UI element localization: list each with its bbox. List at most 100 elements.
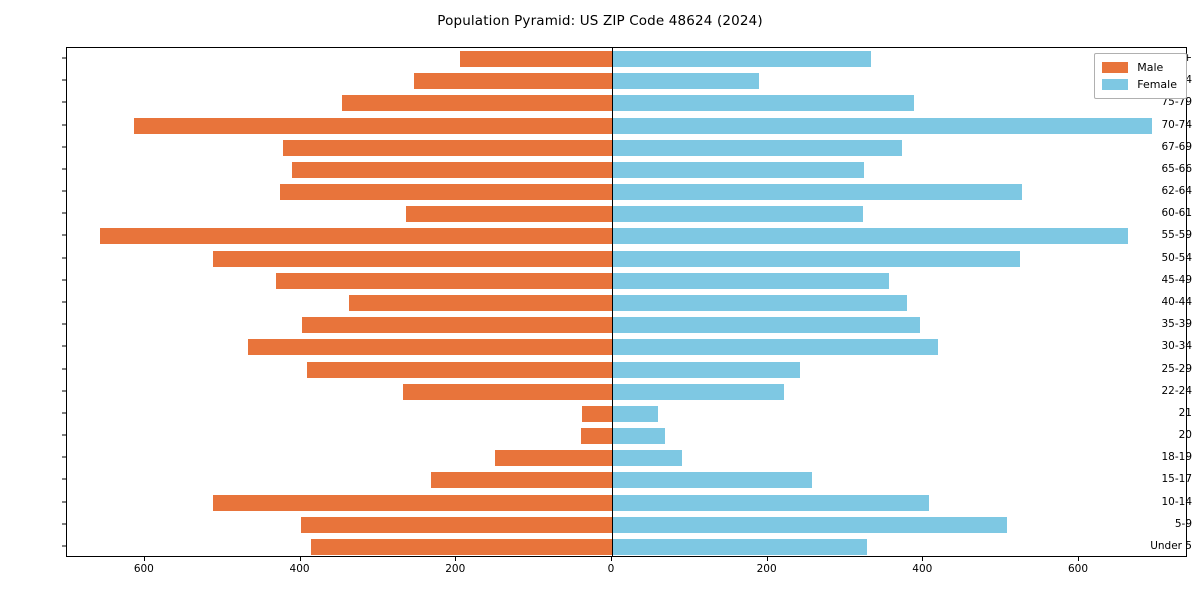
y-tick-mark [62, 57, 66, 59]
bar-male-35-39 [302, 317, 612, 334]
bar-female-85+ [611, 51, 872, 68]
bar-female-62-64 [611, 184, 1023, 201]
bar-female-18-19 [611, 450, 682, 467]
x-tick-label-1: 400 [289, 563, 310, 575]
y-tick-mark [62, 146, 66, 148]
y-tick-mark [62, 478, 66, 480]
bar-female-5-9 [611, 516, 1008, 533]
y-tick-mark [62, 434, 66, 436]
y-tick-label-70-74: 70-74 [1161, 118, 1192, 131]
legend-swatch-female-icon [1102, 79, 1129, 90]
chart-legend: Male Female [1094, 53, 1187, 99]
y-tick-mark [62, 323, 66, 325]
bar-male-5-9 [300, 516, 612, 533]
y-tick-label-10-14: 10-14 [1161, 495, 1192, 508]
bar-female-10-14 [611, 494, 929, 511]
bar-male-15-17 [431, 472, 612, 489]
y-tick-mark [62, 545, 66, 547]
y-tick-mark [62, 101, 66, 103]
bar-male-10-14 [212, 494, 612, 511]
bar-female-20 [611, 428, 665, 445]
bars-layer [67, 48, 1186, 556]
x-tick-mark [610, 557, 612, 561]
y-tick-label-67-69: 67-69 [1161, 140, 1192, 153]
y-tick-mark [62, 212, 66, 214]
bar-female-75-79 [611, 95, 914, 112]
legend-label: Female [1137, 78, 1177, 91]
bar-male-80-84 [414, 73, 612, 90]
bar-male-45-49 [275, 272, 612, 289]
y-tick-label-40-44: 40-44 [1161, 296, 1192, 308]
bar-male-65-66 [291, 161, 612, 178]
legend-swatch-male-icon [1102, 62, 1129, 73]
y-tick-label-30-34: 30-34 [1161, 340, 1192, 353]
x-tick-mark [922, 557, 924, 561]
bar-female-67-69 [611, 139, 902, 156]
bar-male-25-29 [306, 361, 612, 378]
x-tick-label-2: 200 [445, 563, 466, 575]
bar-female-55-59 [611, 228, 1129, 245]
bar-female-21 [611, 405, 658, 422]
y-tick-label-5-9: 5-9 [1174, 517, 1192, 530]
bar-female-80-84 [611, 73, 760, 90]
bar-female-60-61 [611, 206, 864, 223]
chart-title: Population Pyramid: US ZIP Code 48624 (2… [437, 13, 763, 29]
bar-male-62-64 [279, 184, 612, 201]
bar-male-22-24 [403, 383, 612, 400]
bar-male-40-44 [348, 295, 612, 311]
bar-male-30-34 [248, 339, 612, 356]
y-tick-label-Under 5: Under 5 [1150, 539, 1192, 552]
y-tick-label-35-39: 35-39 [1161, 318, 1192, 331]
bar-female-65-66 [611, 161, 865, 178]
y-tick-mark [62, 501, 66, 503]
zero-axis-line [611, 48, 614, 556]
y-tick-mark [62, 79, 66, 81]
x-tick-label-4: 200 [756, 563, 777, 575]
y-tick-label-65-66: 65-66 [1161, 162, 1192, 175]
bar-male-67-69 [282, 139, 612, 156]
x-tick-label-0: 600 [133, 563, 154, 575]
y-tick-mark [62, 456, 66, 458]
legend-item-female[interactable]: Female [1102, 76, 1177, 93]
y-tick-label-50-54: 50-54 [1161, 251, 1192, 264]
x-tick-mark [766, 557, 768, 561]
y-tick-label-21: 21 [1178, 406, 1192, 419]
y-tick-mark [62, 368, 66, 370]
bar-male-50-54 [213, 250, 612, 267]
y-tick-mark [62, 523, 66, 525]
y-tick-mark [62, 124, 66, 126]
y-tick-label-18-19: 18-19 [1161, 451, 1192, 464]
x-tick-label-5: 400 [912, 563, 933, 575]
bar-male-70-74 [133, 117, 612, 134]
y-tick-mark [62, 390, 66, 392]
x-tick-label-6: 600 [1067, 563, 1089, 575]
bar-female-22-24 [611, 383, 784, 400]
x-tick-label-3: 0 [607, 563, 615, 575]
bar-male-60-61 [405, 206, 612, 223]
x-tick-mark [1078, 557, 1079, 561]
bar-female-25-29 [611, 361, 800, 378]
bar-female-70-74 [611, 117, 1153, 134]
bar-male-85+ [460, 51, 612, 68]
bar-male-Under 5 [310, 538, 612, 555]
bar-male-18-19 [495, 450, 612, 467]
bar-female-40-44 [611, 295, 907, 311]
bar-male-55-59 [99, 228, 612, 245]
bar-female-15-17 [611, 472, 812, 489]
bar-female-45-49 [611, 272, 890, 289]
x-tick-mark [143, 557, 145, 561]
y-tick-label-75-79: 75-79 [1161, 96, 1192, 109]
y-tick-mark [62, 190, 66, 192]
y-tick-mark [62, 279, 66, 281]
bar-male-21 [582, 405, 612, 422]
x-tick-mark [299, 557, 301, 561]
legend-item-male[interactable]: Male [1102, 59, 1177, 76]
bar-female-Under 5 [611, 538, 868, 555]
y-tick-mark [62, 234, 66, 236]
bar-female-35-39 [611, 317, 921, 334]
y-tick-label-45-49: 45-49 [1161, 273, 1192, 286]
y-tick-label-15-17: 15-17 [1161, 473, 1192, 486]
y-tick-mark [62, 345, 66, 347]
y-tick-mark [62, 412, 66, 414]
